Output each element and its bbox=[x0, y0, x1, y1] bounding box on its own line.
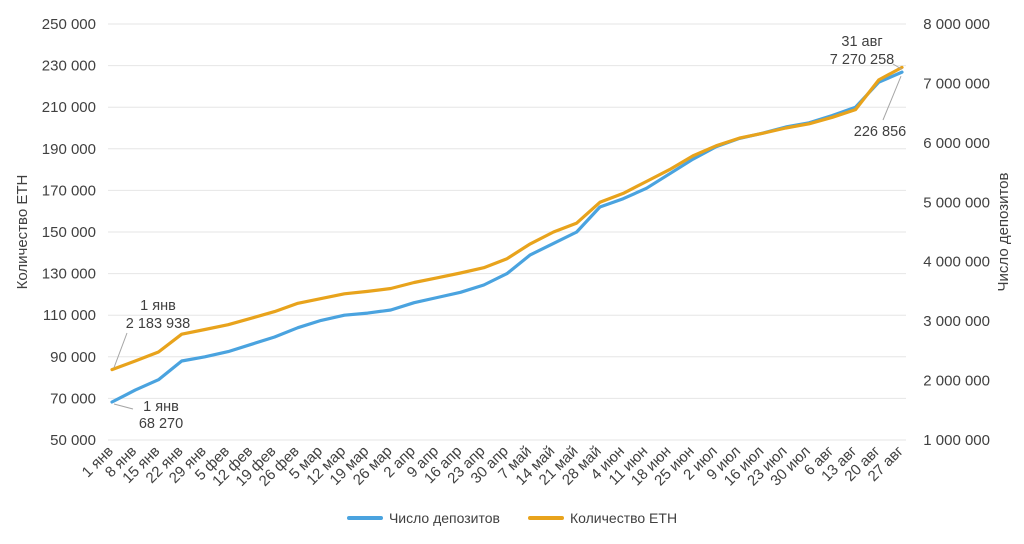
leader-line-eth-start bbox=[113, 332, 128, 368]
annotation-eth-end-value: 7 270 258 bbox=[830, 52, 895, 68]
left-axis-ticks: 50 000 70 000 90 000 110 000 130 000 150 000 1… bbox=[42, 16, 96, 449]
series-line-eth bbox=[110, 65, 904, 372]
left-tick-label: 150 000 bbox=[42, 224, 96, 241]
left-tick-label: 250 000 bbox=[42, 16, 96, 33]
right-tick-label: 3 000 000 bbox=[923, 313, 990, 330]
annotation-deposits-end-value: 226 856 bbox=[854, 124, 906, 140]
annotation-eth-end-date: 31 авг bbox=[841, 34, 882, 50]
left-tick-label: 50 000 bbox=[50, 432, 96, 449]
right-axis-ticks: 1 000 000 2 000 000 3 000 000 4 000 000 5 00… bbox=[923, 16, 990, 449]
annotation-eth-start-value: 2 183 938 bbox=[126, 316, 191, 332]
series-line-deposits bbox=[110, 70, 904, 404]
left-tick-label: 170 000 bbox=[42, 182, 96, 199]
left-axis-title: Количество ETH bbox=[14, 175, 31, 290]
left-tick-label: 110 000 bbox=[43, 307, 96, 324]
legend-item-eth: Количество ETH bbox=[527, 510, 678, 526]
gridlines bbox=[108, 23, 906, 441]
annotation-deposits-start-date: 1 янв bbox=[143, 399, 179, 415]
annotation-deposits-start-value: 68 270 bbox=[139, 416, 183, 432]
left-tick-label: 230 000 bbox=[42, 58, 96, 75]
leader-line-eth-end bbox=[892, 63, 903, 70]
right-tick-label: 4 000 000 bbox=[923, 254, 990, 271]
legend-item-deposits: Число депозитов bbox=[346, 510, 500, 526]
left-tick-label: 210 000 bbox=[42, 99, 96, 116]
right-tick-label: 1 000 000 bbox=[923, 432, 990, 449]
right-tick-label: 7 000 000 bbox=[923, 75, 990, 92]
legend-label-deposits: Число депозитов bbox=[388, 510, 500, 526]
series-lines bbox=[110, 65, 904, 404]
right-tick-label: 6 000 000 bbox=[923, 135, 990, 152]
left-tick-label: 130 000 bbox=[42, 266, 96, 283]
leader-line-deposits-start bbox=[113, 403, 134, 410]
legend-swatch-eth bbox=[527, 516, 564, 520]
leader-line-deposits-end bbox=[882, 75, 902, 121]
right-axis-title: Число депозитов bbox=[995, 172, 1012, 291]
right-tick-label: 5 000 000 bbox=[923, 194, 990, 211]
legend-swatch-deposits bbox=[346, 516, 383, 520]
right-tick-label: 2 000 000 bbox=[923, 373, 990, 390]
annotation-eth-start-date: 1 янв bbox=[140, 298, 176, 314]
legend: Число депозитов Количество ETH bbox=[0, 510, 1024, 526]
left-tick-label: 190 000 bbox=[42, 141, 96, 158]
right-tick-label: 8 000 000 bbox=[923, 16, 990, 33]
legend-label-eth: Количество ETH bbox=[569, 510, 678, 526]
left-tick-label: 90 000 bbox=[50, 349, 96, 366]
left-tick-label: 70 000 bbox=[50, 390, 96, 407]
